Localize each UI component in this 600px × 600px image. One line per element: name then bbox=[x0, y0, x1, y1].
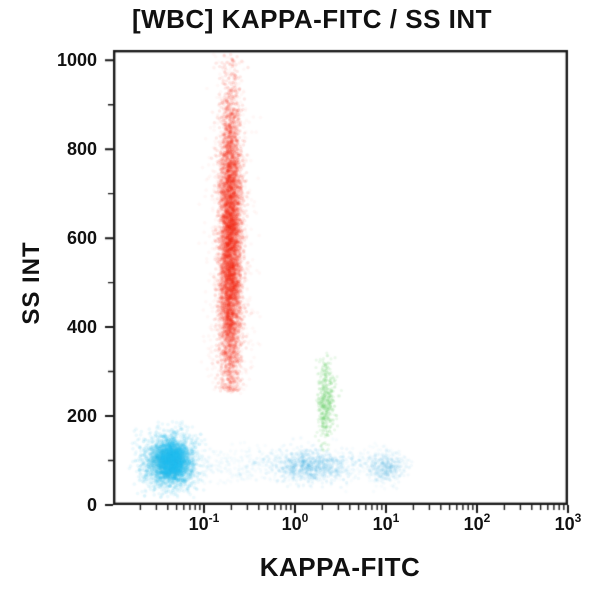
x-tick-label: 102 bbox=[463, 511, 491, 534]
x-axis-title: KAPPA-FITC bbox=[259, 552, 421, 582]
y-tick-label: 400 bbox=[66, 317, 97, 338]
y-tick-label: 600 bbox=[66, 228, 97, 249]
y-tick-label: 200 bbox=[66, 406, 97, 427]
y-tick-label: 1000 bbox=[56, 50, 97, 71]
x-tick-label: 10-1 bbox=[188, 511, 220, 534]
x-tick-label: 103 bbox=[554, 511, 582, 534]
x-tick-label: 100 bbox=[281, 511, 309, 534]
x-tick-label: 101 bbox=[372, 511, 400, 534]
chart-title: [WBC] KAPPA-FITC / SS INT bbox=[131, 4, 493, 34]
y-tick-label: 0 bbox=[86, 495, 97, 515]
y-tick-label: 800 bbox=[66, 139, 97, 160]
